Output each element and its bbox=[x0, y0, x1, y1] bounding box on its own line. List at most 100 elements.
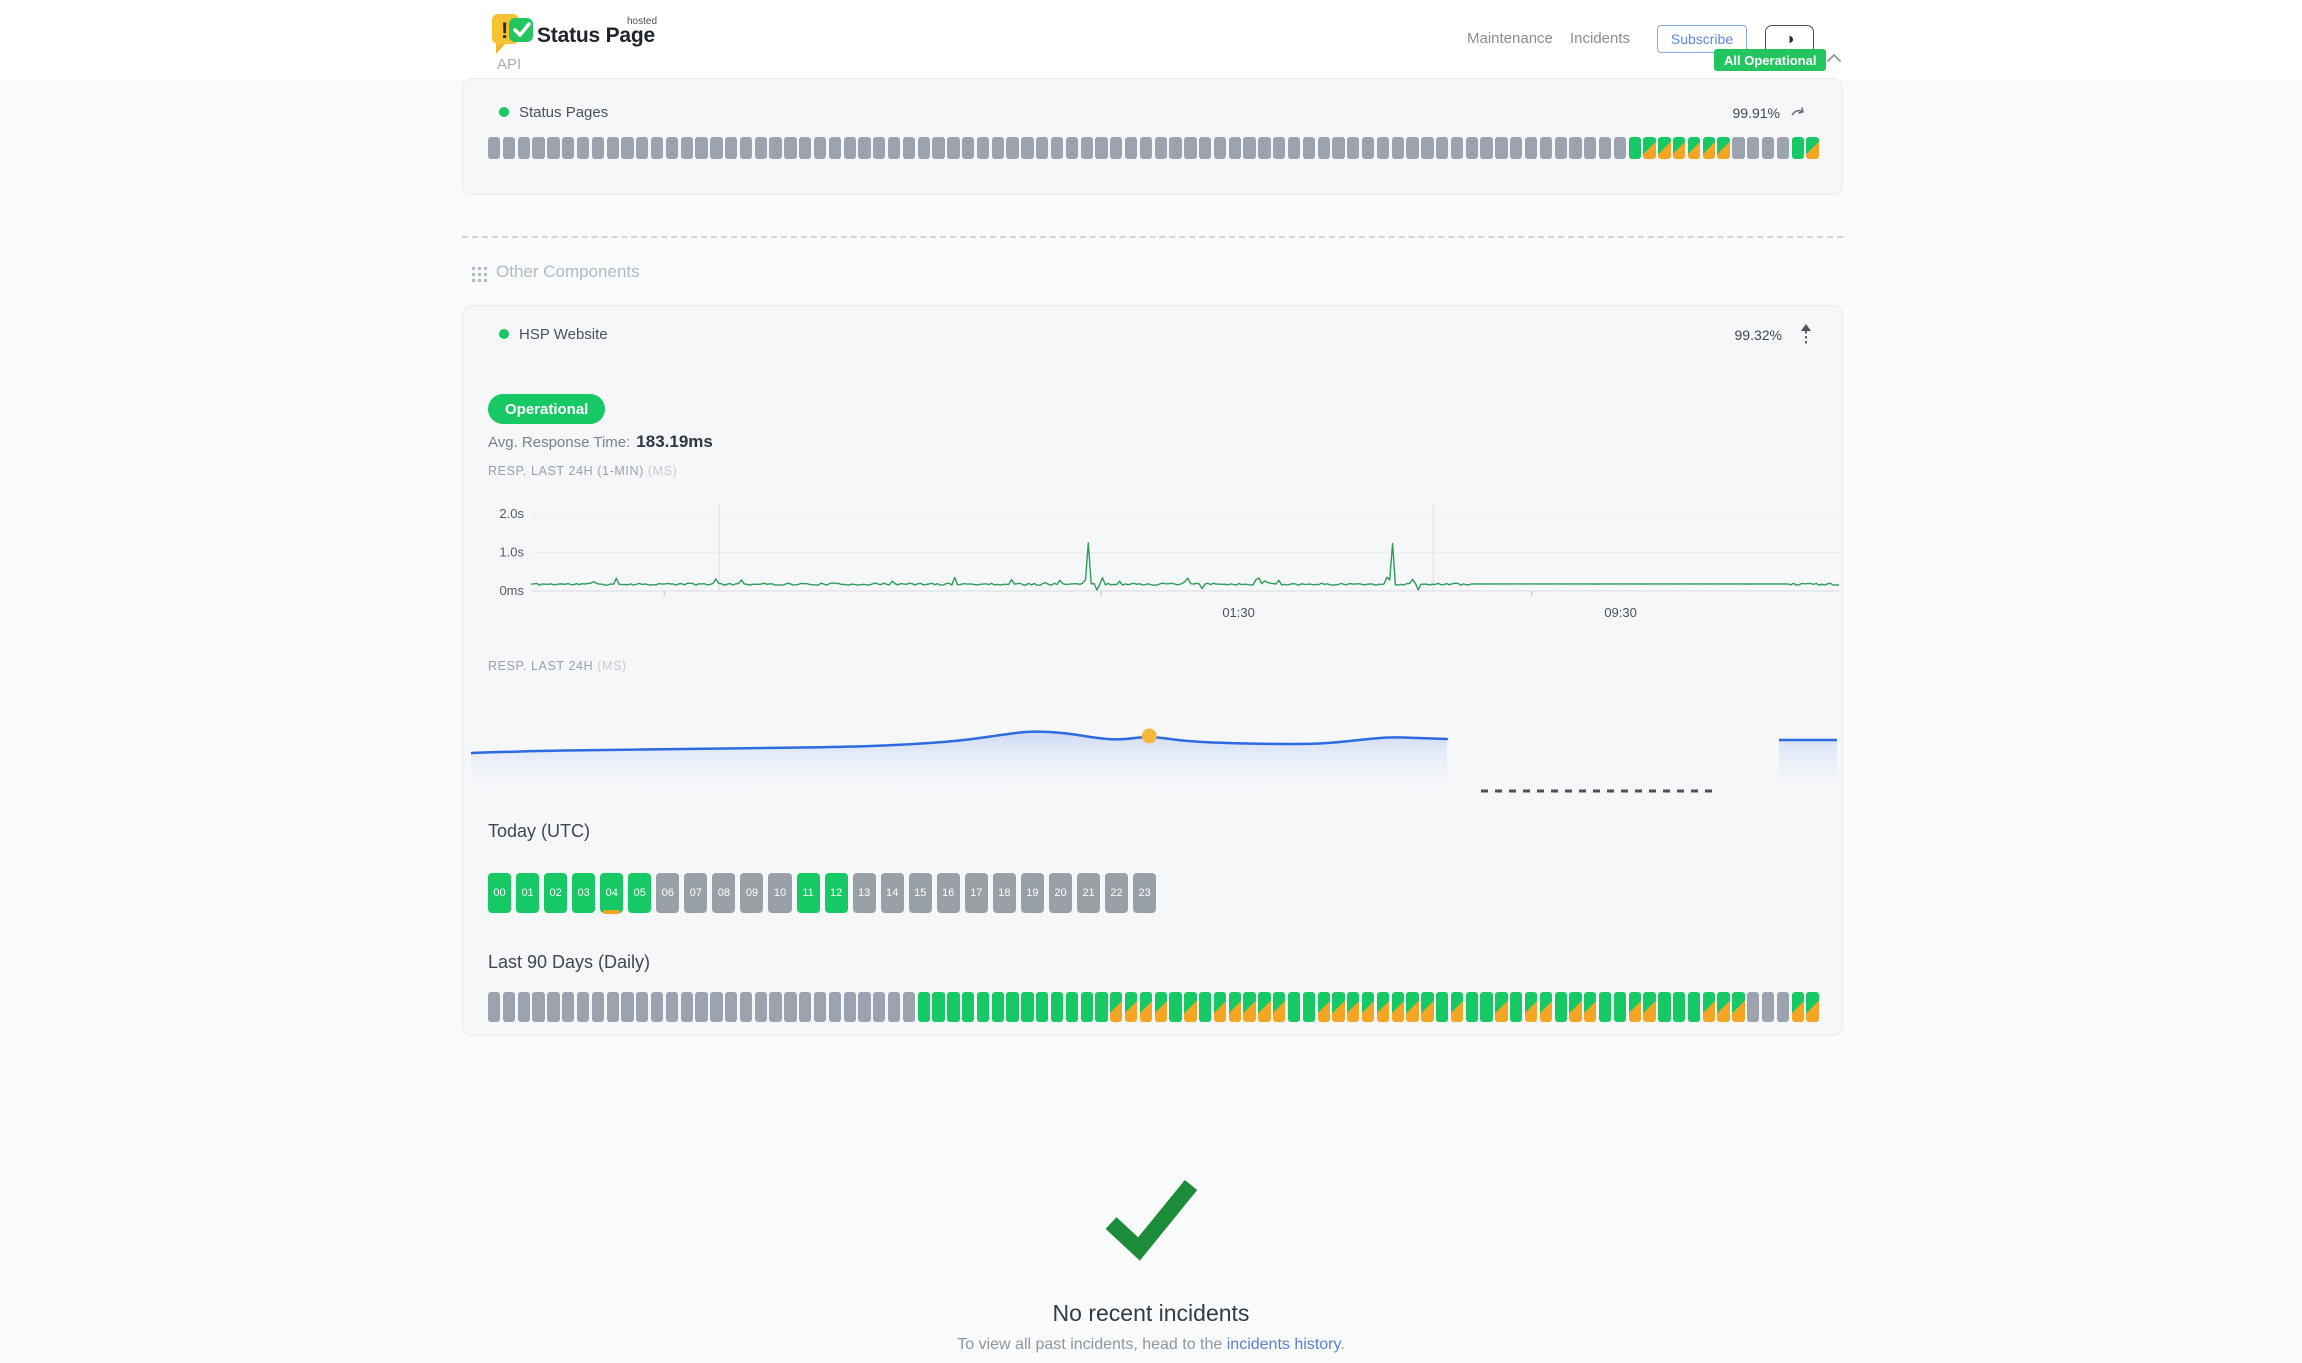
uptime-bar-no-data[interactable] bbox=[680, 992, 693, 1022]
uptime-bar-operational[interactable] bbox=[1050, 992, 1064, 1022]
uptime-bar-no-data[interactable] bbox=[1376, 137, 1390, 159]
uptime-bar-no-data[interactable] bbox=[799, 137, 812, 159]
uptime-bar-operational[interactable] bbox=[991, 992, 1004, 1022]
uptime-bar-degraded[interactable] bbox=[1717, 992, 1730, 1022]
uptime-bar-degraded[interactable] bbox=[1643, 137, 1656, 159]
uptime-bar-no-data[interactable] bbox=[1169, 137, 1182, 159]
highlight-point-marker[interactable] bbox=[1141, 728, 1157, 744]
uptime-bar-no-data[interactable] bbox=[873, 137, 886, 159]
uptime-bar-no-data[interactable] bbox=[739, 992, 753, 1022]
hour-box-03[interactable]: 03 bbox=[572, 873, 596, 913]
uptime-bar-no-data[interactable] bbox=[547, 137, 560, 159]
uptime-bar-degraded[interactable] bbox=[1569, 992, 1582, 1022]
uptime-bar-no-data[interactable] bbox=[1361, 137, 1375, 159]
hour-box-00[interactable]: 00 bbox=[488, 873, 512, 913]
uptime-bar-no-data[interactable] bbox=[695, 992, 708, 1022]
refresh-icon[interactable] bbox=[1790, 105, 1808, 121]
uptime-bar-no-data[interactable] bbox=[650, 992, 664, 1022]
uptime-bar-degraded[interactable] bbox=[1124, 992, 1138, 1022]
uptime-bar-no-data[interactable] bbox=[1480, 137, 1493, 159]
hour-box-20[interactable]: 20 bbox=[1048, 873, 1072, 913]
hour-box-13[interactable]: 13 bbox=[852, 873, 876, 913]
uptime-bar-no-data[interactable] bbox=[606, 137, 619, 159]
uptime-bar-no-data[interactable] bbox=[1436, 137, 1449, 159]
uptime-bar-no-data[interactable] bbox=[769, 992, 782, 1022]
uptime-bar-no-data[interactable] bbox=[1776, 992, 1789, 1022]
uptime-bar-no-data[interactable] bbox=[650, 137, 664, 159]
uptime-bar-operational[interactable] bbox=[1613, 992, 1627, 1022]
uptime-bar-no-data[interactable] bbox=[1332, 137, 1345, 159]
uptime-bar-no-data[interactable] bbox=[591, 992, 604, 1022]
uptime-bar-no-data[interactable] bbox=[1021, 137, 1034, 159]
hour-box-05[interactable]: 05 bbox=[628, 873, 652, 913]
uptime-bar-degraded[interactable] bbox=[1702, 137, 1715, 159]
uptime-bar-no-data[interactable] bbox=[1391, 137, 1404, 159]
uptime-bar-operational[interactable] bbox=[1598, 992, 1612, 1022]
uptime-bar-operational[interactable] bbox=[1658, 992, 1671, 1022]
uptime-bar-no-data[interactable] bbox=[1761, 137, 1775, 159]
hour-box-06[interactable]: 06 bbox=[656, 873, 680, 913]
uptime-bar-degraded[interactable] bbox=[1673, 137, 1686, 159]
up-arrow-icon[interactable] bbox=[1800, 324, 1812, 346]
uptime-bar-no-data[interactable] bbox=[1184, 137, 1197, 159]
uptime-bar-no-data[interactable] bbox=[1199, 137, 1212, 159]
hour-box-12[interactable]: 12 bbox=[824, 873, 848, 913]
uptime-bar-operational[interactable] bbox=[1169, 992, 1182, 1022]
incidents-history-link[interactable]: incidents history bbox=[1226, 1336, 1341, 1353]
hour-box-23[interactable]: 23 bbox=[1133, 873, 1157, 913]
uptime-bar-degraded[interactable] bbox=[1258, 992, 1271, 1022]
uptime-bar-no-data[interactable] bbox=[858, 992, 871, 1022]
uptime-bar-no-data[interactable] bbox=[1228, 137, 1241, 159]
uptime-bar-no-data[interactable] bbox=[813, 992, 827, 1022]
uptime-bar-no-data[interactable] bbox=[1036, 137, 1049, 159]
uptime-bar-degraded[interactable] bbox=[1228, 992, 1241, 1022]
uptime-bar-degraded[interactable] bbox=[1332, 992, 1345, 1022]
uptime-bar-operational[interactable] bbox=[1436, 992, 1449, 1022]
uptime-bar-no-data[interactable] bbox=[754, 992, 767, 1022]
uptime-bar-no-data[interactable] bbox=[591, 137, 604, 159]
uptime-bar-degraded[interactable] bbox=[1391, 992, 1404, 1022]
uptime-bar-no-data[interactable] bbox=[1110, 137, 1123, 159]
uptime-bar-no-data[interactable] bbox=[887, 992, 901, 1022]
hour-box-18[interactable]: 18 bbox=[992, 873, 1016, 913]
hour-box-07[interactable]: 07 bbox=[684, 873, 708, 913]
uptime-bar-degraded[interactable] bbox=[1628, 992, 1641, 1022]
uptime-bar-operational[interactable] bbox=[932, 992, 945, 1022]
uptime-bar-no-data[interactable] bbox=[1450, 137, 1464, 159]
uptime-bar-operational[interactable] bbox=[1480, 992, 1493, 1022]
uptime-bar-no-data[interactable] bbox=[1524, 137, 1538, 159]
hour-box-04[interactable]: 04 bbox=[600, 873, 624, 914]
uptime-bar-no-data[interactable] bbox=[991, 137, 1004, 159]
uptime-bar-degraded[interactable] bbox=[1406, 992, 1419, 1022]
uptime-bar-degraded[interactable] bbox=[1154, 992, 1167, 1022]
uptime-bar-no-data[interactable] bbox=[754, 137, 767, 159]
uptime-bar-no-data[interactable] bbox=[1747, 992, 1760, 1022]
uptime-bar-no-data[interactable] bbox=[947, 137, 960, 159]
uptime-bar-no-data[interactable] bbox=[799, 992, 812, 1022]
uptime-bar-no-data[interactable] bbox=[843, 992, 856, 1022]
hour-box-09[interactable]: 09 bbox=[740, 873, 764, 913]
uptime-bar-no-data[interactable] bbox=[784, 992, 797, 1022]
hour-box-21[interactable]: 21 bbox=[1076, 873, 1101, 913]
uptime-bar-no-data[interactable] bbox=[1287, 137, 1301, 159]
uptime-bar-no-data[interactable] bbox=[606, 992, 619, 1022]
chevron-up-icon[interactable] bbox=[1826, 52, 1842, 64]
uptime-bar-no-data[interactable] bbox=[562, 992, 575, 1022]
uptime-bar-no-data[interactable] bbox=[887, 137, 901, 159]
uptime-bar-no-data[interactable] bbox=[1569, 137, 1582, 159]
uptime-bar-operational[interactable] bbox=[1095, 992, 1108, 1022]
hour-box-02[interactable]: 02 bbox=[544, 873, 568, 913]
uptime-bar-no-data[interactable] bbox=[532, 992, 545, 1022]
uptime-bar-no-data[interactable] bbox=[1347, 137, 1360, 159]
uptime-bar-degraded[interactable] bbox=[1584, 992, 1597, 1022]
uptime-bar-no-data[interactable] bbox=[1317, 137, 1330, 159]
uptime-bar-no-data[interactable] bbox=[710, 137, 723, 159]
uptime-bar-no-data[interactable] bbox=[1465, 137, 1478, 159]
uptime-bar-degraded[interactable] bbox=[1732, 992, 1745, 1022]
uptime-bar-no-data[interactable] bbox=[1406, 137, 1419, 159]
hour-box-22[interactable]: 22 bbox=[1105, 873, 1129, 913]
uptime-bar-degraded[interactable] bbox=[1184, 992, 1197, 1022]
uptime-bar-no-data[interactable] bbox=[1302, 137, 1315, 159]
uptime-bar-degraded[interactable] bbox=[1273, 992, 1286, 1022]
uptime-bar-no-data[interactable] bbox=[828, 137, 841, 159]
